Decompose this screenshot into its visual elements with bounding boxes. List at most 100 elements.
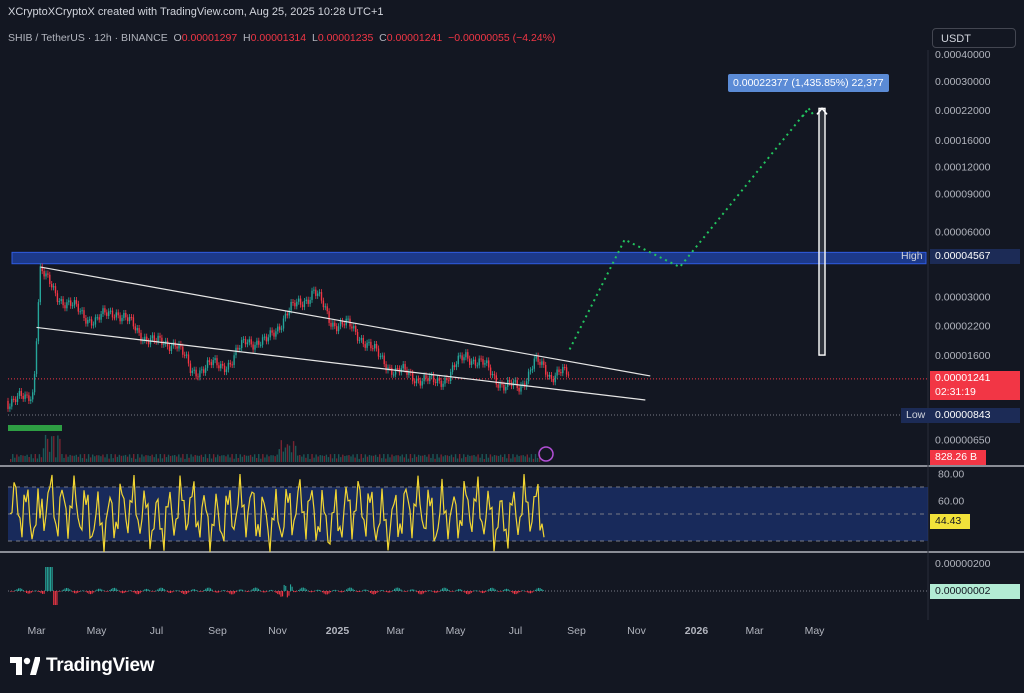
candle-body: [30, 399, 32, 402]
oscillator-bar: [525, 591, 527, 592]
price-axis[interactable]: 0.00040000 0.00030000 0.00022000 0.00016000…: [935, 49, 991, 570]
candle-body: [100, 314, 102, 320]
candle-body: [227, 362, 230, 370]
tradingview-footer[interactable]: TradingView: [10, 655, 155, 677]
candle-body: [565, 367, 568, 375]
time-axis-tick: Mar: [27, 625, 46, 637]
trendlines[interactable]: [36, 266, 651, 401]
candle-body: [168, 346, 171, 352]
oscillator-bar: [302, 587, 304, 591]
candle-body: [455, 364, 458, 368]
oscillator-bar: [414, 590, 416, 592]
oscillator-bar: [122, 591, 124, 594]
oscillator-bar: [472, 591, 474, 592]
volume-bar: [473, 455, 475, 462]
close-label: C: [379, 32, 387, 44]
oscillator-bar: [466, 591, 468, 594]
volume-bar: [399, 456, 401, 462]
oscillator-bar: [98, 588, 100, 591]
oscillator-bar: [347, 588, 349, 591]
volume-bar: [77, 456, 80, 462]
volume-bar: [458, 454, 461, 462]
volume-bar: [249, 454, 252, 462]
volume-bar: [448, 456, 451, 462]
projection[interactable]: [568, 106, 828, 356]
candle-body: [446, 377, 448, 381]
candle-body: [417, 378, 420, 381]
oscillator-bar: [474, 590, 476, 592]
candle-body: [87, 319, 89, 324]
volume-bar: [71, 455, 73, 462]
oscillator-bar: [50, 567, 52, 591]
volume-bar: [292, 441, 295, 462]
volume-bar: [26, 454, 28, 462]
volume-bar: [188, 457, 190, 462]
volume-bar: [311, 454, 313, 462]
oscillator-bar: [117, 589, 119, 591]
volume-bar: [342, 454, 344, 462]
candle-body: [185, 354, 188, 356]
oscillator-bar: [328, 591, 330, 594]
candle-body: [488, 360, 490, 368]
volume-bar: [51, 436, 53, 462]
oscillator-bar: [184, 591, 186, 595]
volume-bar: [481, 454, 483, 462]
oscillator-bar: [323, 591, 325, 594]
candle-body: [564, 366, 566, 368]
volume-bar: [149, 456, 151, 462]
candle-body: [562, 366, 564, 374]
price-axis-tick: 0.00012000: [935, 162, 991, 174]
volume-bar: [401, 454, 403, 462]
candle-body: [355, 325, 357, 332]
oscillator-bar: [482, 591, 484, 594]
candle-body: [427, 378, 429, 382]
volume-bar: [20, 455, 22, 462]
time-axis-tick: Mar: [745, 625, 764, 637]
rsi-line: [9, 474, 545, 552]
time-axis-tick: Nov: [268, 625, 287, 637]
volume-bar: [508, 454, 510, 462]
oscillator-bar: [101, 589, 103, 591]
volume-bar: [14, 457, 16, 462]
oscillator-bar: [74, 591, 76, 594]
volume-bar: [536, 457, 539, 462]
oscillator-bar: [294, 591, 296, 593]
candle-body: [58, 301, 60, 303]
symbol-legend[interactable]: SHIB / TetherUS · 12h · BINANCE O0.00001…: [8, 32, 555, 44]
candle-body: [250, 339, 252, 345]
volume-bar: [413, 454, 416, 462]
volume-bar: [372, 455, 375, 462]
candle-body: [201, 369, 203, 371]
candle-body: [461, 355, 463, 361]
oscillator-bar: [270, 589, 272, 591]
volume-bar: [57, 435, 59, 462]
volume-bar: [114, 454, 116, 462]
candle-body: [366, 342, 368, 348]
open-label: O: [173, 32, 182, 44]
oscillator-bar: [227, 591, 229, 593]
oscillator-bar: [339, 591, 341, 593]
volume-bar: [186, 454, 188, 462]
candle-body: [444, 377, 446, 384]
oscillator-bar: [46, 567, 48, 591]
volume-bar: [387, 454, 389, 462]
volume-bar: [258, 454, 260, 462]
candle-body: [85, 318, 87, 324]
oscillator-bar: [240, 589, 242, 591]
tradingview-logo-text: TradingView: [46, 655, 155, 676]
time-axis[interactable]: Mar May Jul Sep Nov 2025 Mar May Jul Sep Nov 2026 Ma…: [27, 625, 825, 637]
volume-bar: [137, 454, 139, 462]
oscillator-bar: [310, 591, 312, 593]
oscillator-bar: [387, 591, 389, 593]
volume-bar: [206, 458, 209, 462]
oscillator-bar: [440, 589, 442, 591]
oscillator-bar: [389, 591, 391, 593]
currency-button[interactable]: USDT: [932, 28, 1016, 48]
candle-body: [326, 306, 328, 312]
oscillator-bar: [438, 591, 440, 592]
volume-bar: [370, 455, 373, 462]
time-axis-tick: Mar: [386, 625, 405, 637]
candle-body: [191, 370, 193, 373]
candle-body: [309, 299, 311, 304]
